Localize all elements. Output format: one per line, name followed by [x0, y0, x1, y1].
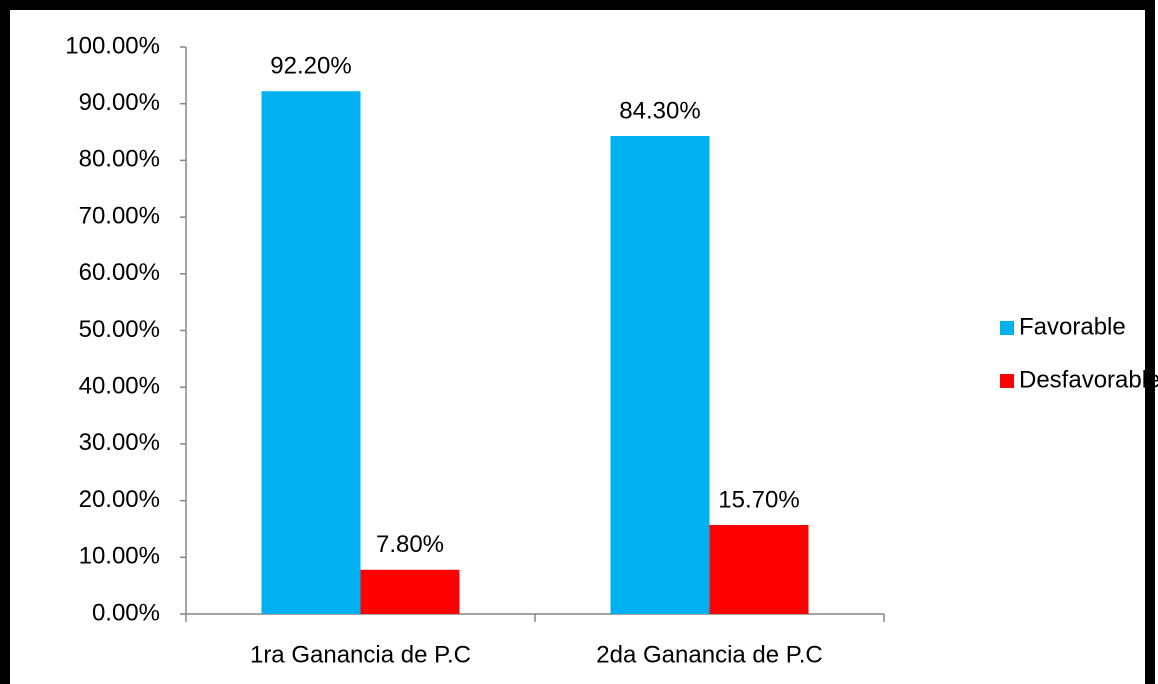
legend-swatch	[1000, 321, 1014, 335]
y-tick-label: 50.00%	[79, 316, 160, 343]
y-tick-label: 30.00%	[79, 429, 160, 456]
y-tick-label: 100.00%	[65, 32, 160, 59]
bar	[261, 91, 361, 614]
value-label: 84.30%	[619, 97, 700, 124]
y-tick-label: 40.00%	[79, 373, 160, 400]
y-tick-label: 10.00%	[79, 543, 160, 570]
x-tick-label: 1ra Ganancia de P.C	[250, 641, 471, 668]
value-label: 92.20%	[270, 53, 351, 80]
value-label: 7.80%	[376, 531, 444, 558]
bar	[709, 524, 809, 614]
legend-label: Desfavorable	[1019, 366, 1158, 393]
y-tick-label: 80.00%	[79, 146, 160, 173]
legend-label: Favorable	[1019, 313, 1126, 340]
y-tick-label: 60.00%	[79, 259, 160, 286]
legend-swatch	[1000, 374, 1014, 388]
bar	[360, 569, 460, 614]
value-label: 15.70%	[718, 486, 799, 513]
y-tick-label: 90.00%	[79, 89, 160, 116]
y-tick-label: 70.00%	[79, 202, 160, 229]
y-tick-label: 0.00%	[92, 599, 160, 626]
x-tick-label: 2da Ganancia de P.C	[596, 641, 822, 668]
y-tick-label: 20.00%	[79, 486, 160, 513]
bar	[610, 136, 710, 615]
